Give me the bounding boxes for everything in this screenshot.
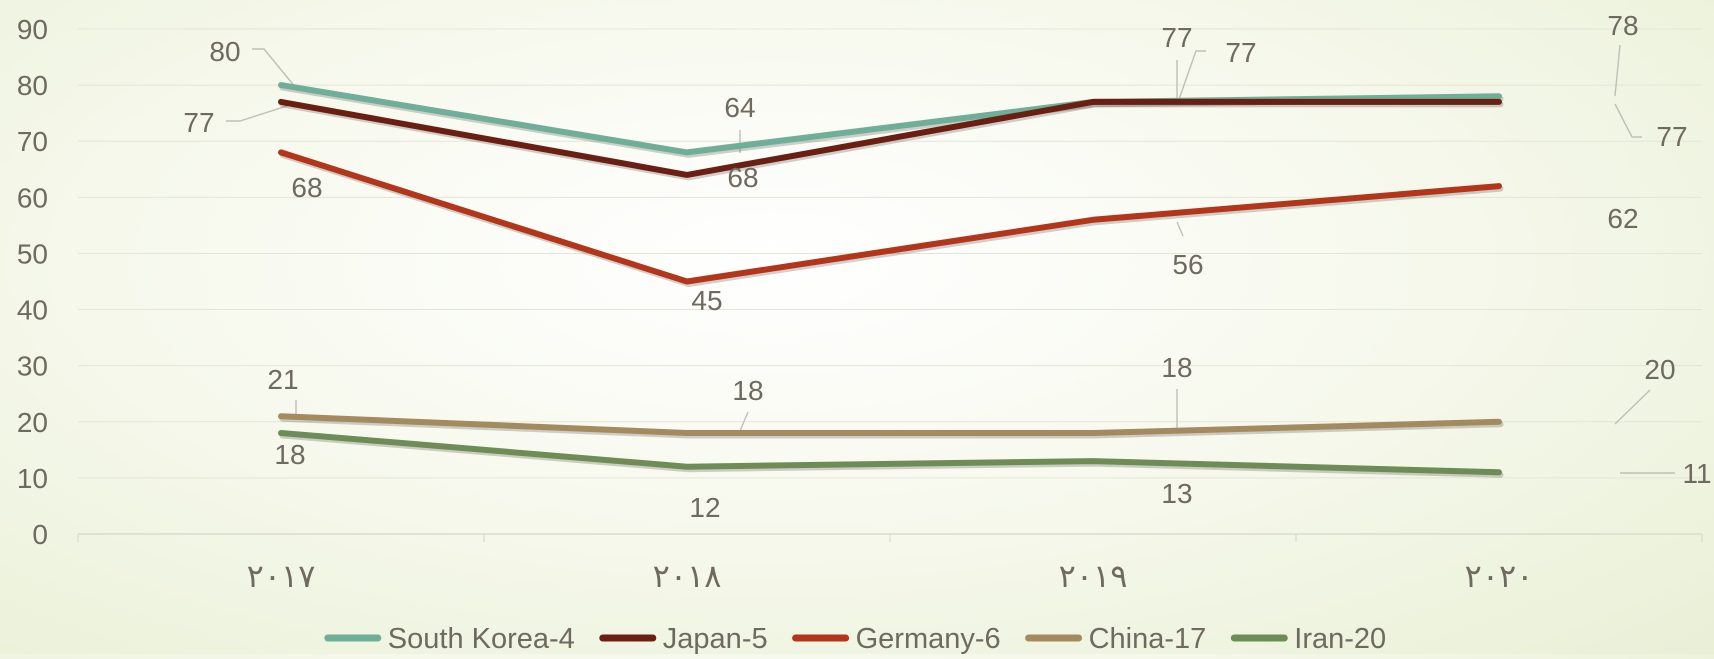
y-tick-label: 90 xyxy=(17,14,48,45)
data-label: 62 xyxy=(1607,203,1638,234)
y-tick-label: 40 xyxy=(17,295,48,326)
legend-item: Germany-6 xyxy=(792,623,1001,655)
y-tick-label: 10 xyxy=(17,463,48,494)
data-label: 18 xyxy=(732,375,763,406)
series-lines xyxy=(278,82,1504,478)
data-label: 18 xyxy=(1161,352,1192,383)
data-label: 68 xyxy=(291,172,322,203)
data-label: 77 xyxy=(1161,22,1192,53)
legend-label: Germany-6 xyxy=(856,623,1001,654)
data-label: 21 xyxy=(267,364,298,395)
data-label: 77 xyxy=(1225,37,1256,68)
data-label: 77 xyxy=(1656,121,1687,152)
data-label: 11 xyxy=(1682,458,1711,489)
data-label: 12 xyxy=(689,492,720,523)
data-label-leader xyxy=(252,48,297,89)
data-label-leader xyxy=(1614,389,1651,425)
data-label-leader xyxy=(1614,103,1642,138)
data-label: 13 xyxy=(1161,478,1192,509)
y-tick-label: 60 xyxy=(17,182,48,213)
series-line-shadow xyxy=(279,151,1504,287)
data-label: 68 xyxy=(727,162,758,193)
data-label-leader xyxy=(1614,44,1621,97)
series-line xyxy=(278,149,1502,285)
data-label-leader xyxy=(1176,50,1206,106)
legend-item: Iran-20 xyxy=(1230,623,1386,655)
y-tick-label: 70 xyxy=(17,126,48,157)
data-label-leader xyxy=(739,411,749,432)
series-line xyxy=(278,430,1502,476)
legend: South Korea-4 Japan-5 Germany-6 China-17 Ira… xyxy=(324,623,1386,655)
legend-label: China-17 xyxy=(1089,623,1207,654)
label-leader-lines xyxy=(226,44,1675,474)
y-tick-label: 80 xyxy=(17,70,48,101)
y-tick-label: 50 xyxy=(17,238,48,269)
data-label: 56 xyxy=(1172,249,1203,280)
y-tick-label: 20 xyxy=(17,407,48,438)
x-tick-label: ٢٠١٩ xyxy=(1059,558,1128,594)
y-tick-label: 0 xyxy=(32,519,48,550)
data-label: 45 xyxy=(691,285,722,316)
data-label-leader xyxy=(1176,221,1184,237)
data-label: 20 xyxy=(1644,354,1675,385)
series-line xyxy=(278,98,1502,178)
legend-label: Iran-20 xyxy=(1294,623,1386,654)
axes: 0 10 20 30 40 50 60 70 80 90 ٢٠١٧ ٢٠١٨ ٢٠١٩ ٢٠٢٠ xyxy=(17,14,1703,594)
x-tick-label: ٢٠١٧ xyxy=(247,558,316,594)
data-label: 78 xyxy=(1607,10,1638,41)
x-tick-label: ٢٠٢٠ xyxy=(1465,558,1534,594)
data-label: 80 xyxy=(209,36,240,67)
legend-label: South Korea-4 xyxy=(388,623,575,654)
data-label: 64 xyxy=(724,92,755,123)
y-tick-label: 30 xyxy=(17,351,48,382)
legend-label: Japan-5 xyxy=(663,623,768,654)
x-tick-label: ٢٠١٨ xyxy=(653,558,722,594)
legend-item: China-17 xyxy=(1025,623,1207,655)
data-labels: 80 64 77 78 77 68 77 77 68 45 56 62 21 18 18 20 18 12 13 11 xyxy=(183,10,1711,523)
data-label-leader xyxy=(226,104,291,122)
legend-item: Japan-5 xyxy=(599,623,768,655)
data-label: 18 xyxy=(274,439,305,470)
series-line xyxy=(278,413,1502,436)
legend-item: South Korea-4 xyxy=(324,623,575,655)
data-label: 77 xyxy=(183,107,214,138)
